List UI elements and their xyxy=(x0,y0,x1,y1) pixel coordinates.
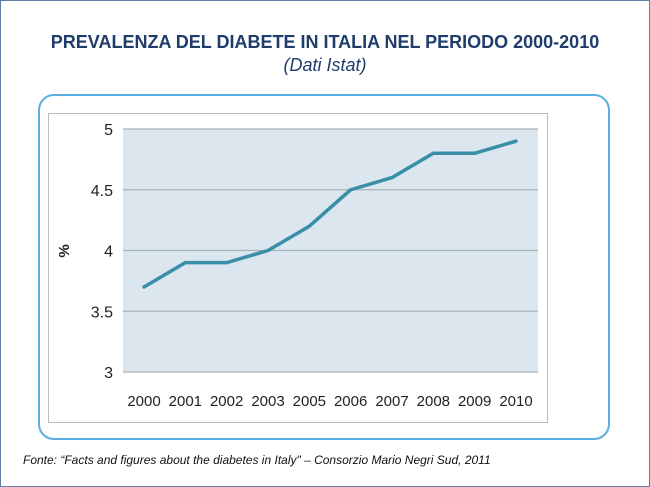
x-tick-label: 2001 xyxy=(169,393,202,410)
x-tick-label: 2000 xyxy=(127,393,160,410)
y-tick-label: 3.5 xyxy=(91,304,113,321)
y-axis-label: % xyxy=(56,244,73,257)
y-tick-label: 3 xyxy=(104,365,113,382)
page-title: PREVALENZA DEL DIABETE IN ITALIA NEL PER… xyxy=(50,32,600,52)
page-subtitle: (Dati Istat) xyxy=(283,55,367,75)
x-tick-label: 2010 xyxy=(499,393,532,410)
source-note: Fonte: “Facts and figures about the diab… xyxy=(23,453,491,467)
x-tick-label: 2002 xyxy=(210,393,243,410)
chart-inner-border xyxy=(48,113,548,423)
y-tick-label: 5 xyxy=(104,122,113,139)
x-tick-label: 2005 xyxy=(293,393,326,410)
y-tick-label: 4.5 xyxy=(91,183,113,200)
series-line xyxy=(142,139,518,289)
x-tick-label: 2006 xyxy=(334,393,367,410)
y-tick-label: 4 xyxy=(104,244,113,261)
x-tick-label: 2003 xyxy=(251,393,284,410)
x-tick-label: 2008 xyxy=(417,393,450,410)
x-tick-label: 2007 xyxy=(375,393,408,410)
x-tick-label: 2009 xyxy=(458,393,491,410)
chart-frame xyxy=(38,94,610,440)
